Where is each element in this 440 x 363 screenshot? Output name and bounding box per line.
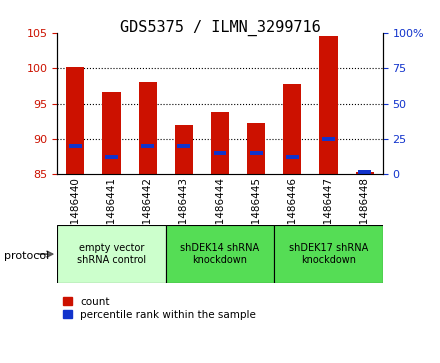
Bar — [286, 155, 299, 159]
Bar — [356, 172, 374, 175]
Text: shDEK14 shRNA
knockdown: shDEK14 shRNA knockdown — [180, 243, 260, 265]
Text: empty vector
shRNA control: empty vector shRNA control — [77, 243, 146, 265]
Bar — [359, 170, 371, 174]
Bar — [322, 137, 335, 141]
Text: GDS5375 / ILMN_3299716: GDS5375 / ILMN_3299716 — [120, 20, 320, 36]
Bar — [214, 151, 226, 155]
Bar — [177, 144, 190, 148]
Bar — [274, 225, 383, 283]
Bar — [250, 151, 263, 155]
Bar — [175, 125, 193, 175]
Bar — [103, 91, 121, 175]
Text: shDEK17 shRNA
knockdown: shDEK17 shRNA knockdown — [289, 243, 368, 265]
Bar — [57, 225, 166, 283]
Bar — [69, 144, 82, 148]
Bar — [66, 68, 84, 175]
Bar — [139, 82, 157, 175]
Bar — [283, 84, 301, 175]
Bar — [141, 144, 154, 148]
Bar — [319, 36, 337, 175]
Bar — [166, 225, 274, 283]
Bar — [247, 123, 265, 175]
Bar — [105, 155, 118, 159]
Legend: count, percentile rank within the sample: count, percentile rank within the sample — [62, 295, 257, 321]
Text: protocol: protocol — [4, 251, 50, 261]
Bar — [211, 112, 229, 175]
